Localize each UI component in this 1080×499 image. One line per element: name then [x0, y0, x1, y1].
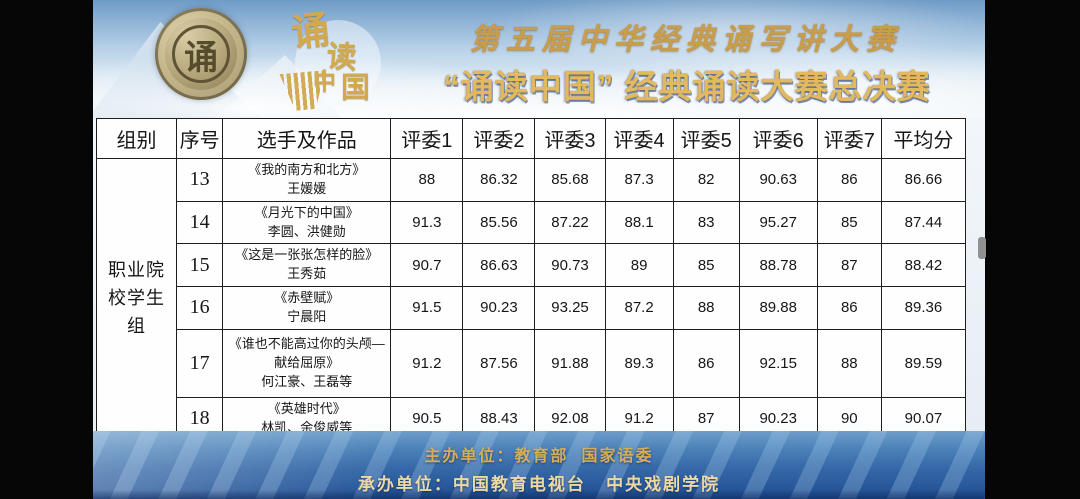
work-and-performer: 《赤壁赋》 宁晨阳	[222, 286, 392, 330]
judge-score: 86.63	[462, 243, 536, 288]
performer-name: 何江豪、王磊等	[261, 373, 353, 389]
table-header-row: 组别 序号 选手及作品 评委1 评委2 评委3 评委4 评委5 评委6 评委7 平均分	[95, 118, 967, 159]
table-row: 15 《这是一张张怎样的脸》 王秀茹 90.7 86.63 90.73 89 85 88.78 8…	[97, 243, 967, 288]
column-header: 评委1	[390, 118, 464, 159]
average-score: 89.36	[880, 286, 967, 330]
logo-char: 诵	[289, 6, 332, 55]
average-score: 89.59	[880, 328, 967, 398]
judge-score: 88.1	[604, 200, 674, 245]
average-score: 87.44	[880, 200, 967, 245]
work-and-performer: 《谁也不能高过你的头颅—献给屈原》何江豪、王磊等	[222, 328, 392, 398]
table-row: 17 《谁也不能高过你的头颅—献给屈原》 何江豪、王磊等 91.2 87.56 91.88…	[97, 328, 967, 398]
work-title: 《赤壁赋》	[274, 290, 340, 306]
judge-score: 90.63	[738, 158, 818, 202]
group-label: 职业院校学生组	[95, 157, 178, 441]
judge-score: 87.56	[462, 328, 536, 398]
performer-name: 林凯、余俊威等	[261, 419, 353, 435]
performer-name: 王媛媛	[287, 180, 327, 196]
judge-score: 83	[672, 200, 740, 245]
judge-score: 95.27	[738, 200, 818, 245]
judge-score: 91.5	[390, 286, 464, 330]
column-header: 评委2	[462, 118, 536, 159]
contestant-number: 16	[176, 286, 224, 330]
table-row: 职业院校学生组 13 《我的南方和北方》 王媛媛 88 86.32 85.68 87.3 82 9…	[95, 157, 967, 441]
table-row: 14 《月光下的中国》 李圆、洪健勋 91.3 85.56 87.22 88.1 83 95.2…	[97, 200, 967, 245]
column-header: 组别	[95, 118, 178, 159]
co-organizer-line: 承办单位：中国教育电视台 中央戏剧学院	[357, 475, 721, 494]
judge-score: 89.88	[738, 286, 818, 330]
seal-character: 诵	[172, 25, 230, 83]
performer-name: 宁晨阳	[287, 308, 327, 324]
work-title: 《这是一张张怎样的脸》	[235, 247, 379, 263]
judge-score: 86	[672, 328, 740, 398]
column-header: 选手及作品	[222, 118, 392, 159]
judge-score: 90.73	[534, 243, 606, 288]
slide-stage: 诵 诵 读 中 国 第五届中华经典诵写讲大赛 “诵读中国” 经典诵读大赛总决赛 …	[93, 0, 985, 499]
competition-seal-logo: 诵	[155, 8, 247, 100]
average-score: 88.42	[880, 243, 967, 288]
judge-score: 88	[816, 328, 882, 398]
judge-score: 89.3	[604, 328, 674, 398]
judge-score: 89	[604, 243, 674, 288]
judge-score: 86.32	[462, 158, 536, 202]
judge-score: 87.3	[604, 158, 674, 202]
judge-score: 87.2	[604, 286, 674, 330]
contestant-number: 17	[176, 328, 224, 398]
work-title: 《谁也不能高过你的头颅—献给屈原》	[228, 335, 385, 370]
judge-score: 91.2	[390, 328, 464, 398]
contestant-number: 14	[176, 200, 224, 245]
work-and-performer: 《这是一张张怎样的脸》 王秀茹	[222, 243, 392, 288]
average-score: 86.66	[880, 158, 967, 202]
judge-score: 90.23	[462, 286, 536, 330]
column-header: 平均分	[880, 118, 967, 159]
judge-score: 88	[672, 286, 740, 330]
column-header: 评委6	[738, 118, 818, 159]
table-body: 职业院校学生组 13 《我的南方和北方》 王媛媛 88 86.32 85.68 87.3 82 9…	[95, 157, 967, 441]
judge-score: 85	[816, 200, 882, 245]
work-and-performer: 《月光下的中国》 李圆、洪健勋	[222, 200, 392, 245]
judge-score: 85.56	[462, 200, 536, 245]
top-banner: 诵 诵 读 中 国 第五届中华经典诵写讲大赛 “诵读中国” 经典诵读大赛总决赛	[93, 0, 985, 118]
score-table: 组别 序号 选手及作品 评委1 评委2 评委3 评委4 评委5 评委6 评委7 平均分 职业院校学生…	[95, 118, 967, 441]
judge-score: 87	[816, 243, 882, 288]
column-header: 评委4	[604, 118, 674, 159]
work-title: 《月光下的中国》	[254, 204, 359, 220]
logo-char: 国	[341, 70, 371, 104]
column-header: 评委7	[816, 118, 882, 159]
competition-title: 第五届中华经典诵写讲大赛	[469, 22, 902, 56]
organizer-line: 主办单位：教育部 国家语委	[424, 448, 654, 465]
work-title: 《英雄时代》	[267, 400, 346, 416]
judge-score: 90.7	[390, 243, 464, 288]
songdu-china-logo: 诵 读 中 国	[265, 4, 385, 114]
judge-score: 86	[816, 286, 882, 330]
judge-score: 91.3	[390, 200, 464, 245]
judge-score: 82	[672, 158, 740, 202]
judge-score: 86	[816, 158, 882, 202]
bottom-banner: 主办单位：教育部 国家语委 承办单位：中国教育电视台 中央戏剧学院	[93, 431, 985, 499]
judge-score: 93.25	[534, 286, 606, 330]
judge-score: 91.88	[534, 328, 606, 398]
column-header: 序号	[176, 118, 224, 159]
judge-score: 85.68	[534, 158, 606, 202]
judge-score: 88	[390, 158, 464, 202]
finals-title: “诵读中国” 经典诵读大赛总决赛	[443, 68, 931, 105]
table-row: 16 《赤壁赋》 宁晨阳 91.5 90.23 93.25 87.2 88 89.88 86 89.…	[97, 286, 967, 330]
contestant-number: 15	[176, 243, 224, 288]
performer-name: 王秀茹	[287, 266, 327, 282]
performer-name: 李圆、洪健勋	[267, 223, 346, 239]
judge-score: 87.22	[534, 200, 606, 245]
column-header: 评委5	[672, 118, 740, 159]
judge-score: 85	[672, 243, 740, 288]
work-title: 《我的南方和北方》	[248, 162, 366, 177]
work-and-performer: 《我的南方和北方》 王媛媛	[222, 158, 392, 202]
judge-score: 92.15	[738, 328, 818, 398]
contestant-number: 13	[176, 158, 224, 202]
scrollbar-handle[interactable]	[978, 237, 986, 259]
judge-score: 88.78	[738, 243, 818, 288]
column-header: 评委3	[534, 118, 606, 159]
